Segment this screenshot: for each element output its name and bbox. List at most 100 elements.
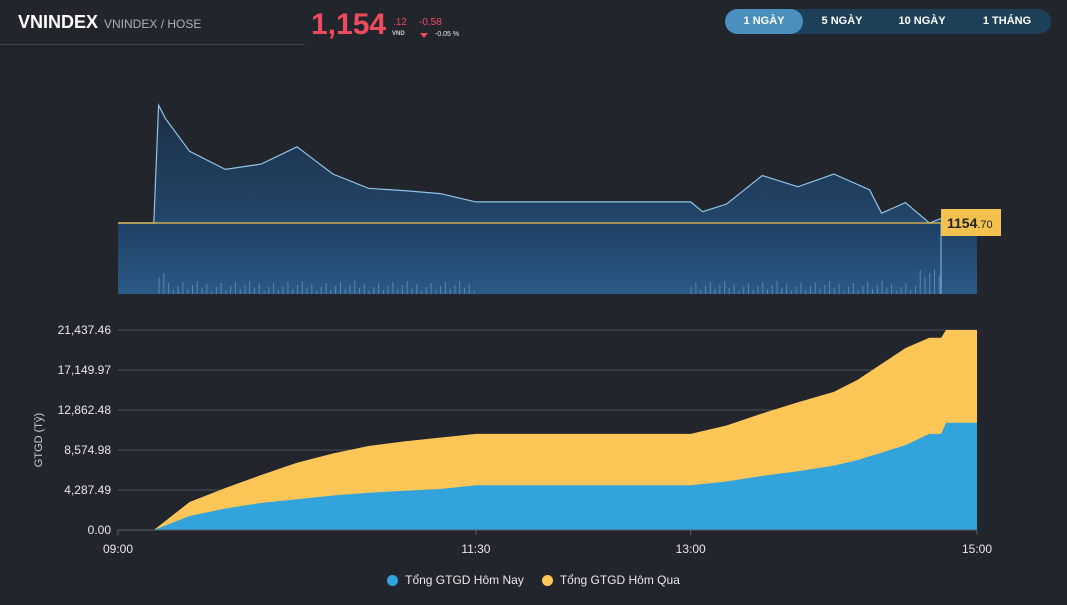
volume-bar <box>838 284 840 294</box>
volume-bar <box>277 290 279 294</box>
volume-bar <box>311 284 313 294</box>
volume-bar <box>767 289 768 294</box>
volume-bar <box>378 283 380 294</box>
volume-bar <box>444 282 446 294</box>
volume-bar <box>762 282 764 294</box>
legend-dot-today <box>387 574 399 586</box>
legend-label-today: Tổng GTGD Hôm Nay <box>405 573 524 587</box>
volume-bar <box>881 281 883 294</box>
volume-bar <box>857 290 859 294</box>
header: VNINDEX VNINDEX / HOSE 1,154 .12 VND -0.… <box>0 0 1067 46</box>
volume-bar <box>819 289 821 294</box>
trading-value-chart: 21,437.46 17,149.97 12,862.48 8,574.98 4,287… <box>33 323 992 556</box>
x-tick-label: 11:30 <box>461 542 490 556</box>
legend-item-yesterday[interactable]: Tổng GTGD Hôm Qua <box>541 573 680 587</box>
volume-bar <box>244 285 246 294</box>
volume-bar <box>316 291 317 294</box>
title-divider <box>0 44 305 45</box>
legend-item-today[interactable]: Tổng GTGD Hôm Nay <box>387 573 524 587</box>
range-button-5-days[interactable]: 5 NGÀY <box>821 15 863 27</box>
volume-bar <box>263 291 265 294</box>
volume-bar <box>282 286 284 294</box>
volume-bar <box>738 291 740 294</box>
volume-bar <box>411 288 413 294</box>
volume-bar <box>910 290 912 294</box>
x-tick-label: 09:00 <box>103 542 133 556</box>
price-main: 1,154 <box>311 8 387 41</box>
volume-bar <box>397 289 399 294</box>
price-line <box>118 103 977 224</box>
legend-dot-yesterday <box>541 574 553 586</box>
volume-bar <box>254 288 255 294</box>
volume-bar <box>747 283 749 294</box>
volume-bar <box>886 288 888 294</box>
volume-bar <box>440 286 442 294</box>
volume-bar <box>225 290 227 294</box>
volume-bar <box>163 273 165 294</box>
volume-bar <box>833 288 835 294</box>
range-button-10-days[interactable]: 10 NGÀY <box>898 15 946 27</box>
x-tick-label: 13:00 <box>676 542 706 556</box>
title-group: VNINDEX VNINDEX / HOSE <box>18 12 201 33</box>
volume-bar <box>339 282 341 294</box>
volume-bar <box>325 283 327 294</box>
volume-bar <box>743 287 745 294</box>
volume-bar <box>416 284 418 294</box>
change-absolute: -0.58 <box>419 17 442 28</box>
volume-bar <box>843 291 845 294</box>
volume-bar <box>435 290 437 294</box>
ticker-title: VNINDEX <box>18 12 99 32</box>
volume-bar <box>363 284 365 294</box>
volume-bar <box>330 290 332 294</box>
volume-bar <box>924 277 926 294</box>
volume-bar <box>848 287 850 294</box>
volume-bar <box>733 284 735 294</box>
volume-bar <box>690 287 692 294</box>
range-button-1-month[interactable]: 1 THÁNG <box>982 15 1032 27</box>
volume-bar <box>320 287 322 294</box>
volume-bar <box>301 281 303 294</box>
volume-bar <box>695 283 697 294</box>
volume-bar <box>771 285 773 294</box>
volume-bar <box>790 291 792 294</box>
volume-bar <box>230 286 232 294</box>
y-tick-label: 12,862.48 <box>58 403 112 417</box>
volume-bar <box>354 281 356 294</box>
volume-bar <box>895 291 897 294</box>
volume-bar <box>728 288 730 294</box>
volume-bar <box>292 289 294 294</box>
volume-bar <box>249 281 251 294</box>
legend: Tổng GTGD Hôm Nay Tổng GTGD Hôm Qua <box>0 573 1067 587</box>
down-arrow-icon <box>420 33 428 38</box>
volume-bar <box>177 286 179 294</box>
volume-bar <box>406 281 408 294</box>
legend-label-yesterday: Tổng GTGD Hôm Qua <box>559 573 680 587</box>
volume-bar <box>182 282 184 294</box>
volume-bar <box>938 276 940 294</box>
volume-bar <box>781 288 783 294</box>
volume-bar <box>700 290 702 294</box>
x-axis: 09:00 11:30 13:00 15:00 <box>103 530 992 556</box>
volume-bar <box>919 270 921 294</box>
volume-bars <box>158 269 940 294</box>
volume-bar <box>158 277 160 294</box>
volume-bar <box>201 288 203 294</box>
y-axis: 21,437.46 17,149.97 12,862.48 8,574.98 4,287… <box>58 323 112 537</box>
volume-bar <box>382 290 384 294</box>
volume-bar <box>852 283 854 294</box>
svg-text:1154.70: 1154.70 <box>947 215 993 231</box>
volume-bar <box>344 289 346 294</box>
volume-bar <box>449 289 451 294</box>
volume-bar <box>464 288 465 294</box>
volume-bar <box>795 287 797 294</box>
volume-bar <box>459 281 461 294</box>
volume-bar <box>211 291 213 294</box>
range-button-1-day[interactable]: 1 NGÀY <box>725 9 803 34</box>
volume-bar <box>297 285 298 294</box>
volume-bar <box>349 285 351 294</box>
volume-bar <box>814 282 816 294</box>
x-tick-label: 15:00 <box>962 542 992 556</box>
volume-bar <box>724 281 726 294</box>
volume-bar <box>196 281 198 294</box>
volume-bar <box>876 285 878 294</box>
